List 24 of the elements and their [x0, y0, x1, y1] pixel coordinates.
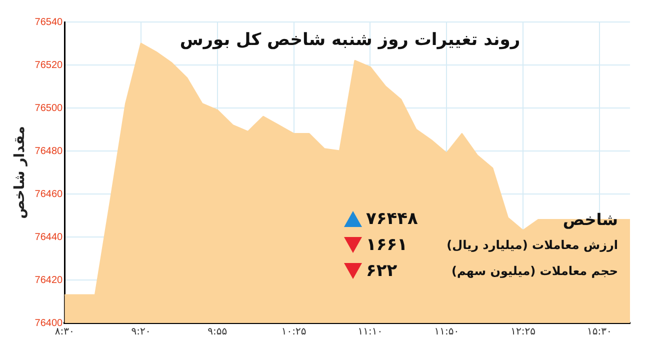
y-tick-label: 76540: [34, 16, 64, 28]
y-tick-label: 76500: [34, 102, 64, 114]
annotation: ارزش معاملات (میلیارد ریال): [446, 238, 618, 252]
y-tick-label: 76440: [34, 232, 64, 243]
x-tick-label: ۱۱:۵۰: [434, 326, 460, 338]
y-tick-label: 76480: [34, 146, 64, 157]
y-axis-title: مقدار شاخص: [12, 126, 28, 219]
y-tick-label: 76400: [34, 318, 64, 329]
x-tick-label: ۱۲:۲۵: [510, 326, 536, 338]
x-tick-label: ۸:۳۰: [54, 326, 74, 338]
annotation: ۱۶۶۱: [366, 235, 409, 255]
x-tick-label: ۹:۵۵: [208, 326, 228, 338]
text: روند تغییرات روز شنبه شاخص کل بورس: [178, 30, 522, 50]
x-tick-label: ۹:۲۰: [131, 326, 151, 338]
annotation: ۶۲۲: [366, 261, 398, 281]
y-tick-label: 76420: [34, 274, 64, 286]
annotation: حجم معاملات (میلیون سهم): [451, 264, 618, 278]
x-tick-label: ۱۰:۲۵: [281, 326, 306, 338]
y-tick-label: 76520: [34, 60, 64, 71]
annotation: ۷۶۴۴۸: [366, 209, 419, 229]
annotation: شاخص: [562, 210, 618, 228]
y-tick-label: 76460: [34, 188, 64, 200]
x-tick-label: ۱۵:۳۰: [587, 326, 612, 338]
x-tick-label: ۱۱:۱۰: [358, 326, 383, 338]
